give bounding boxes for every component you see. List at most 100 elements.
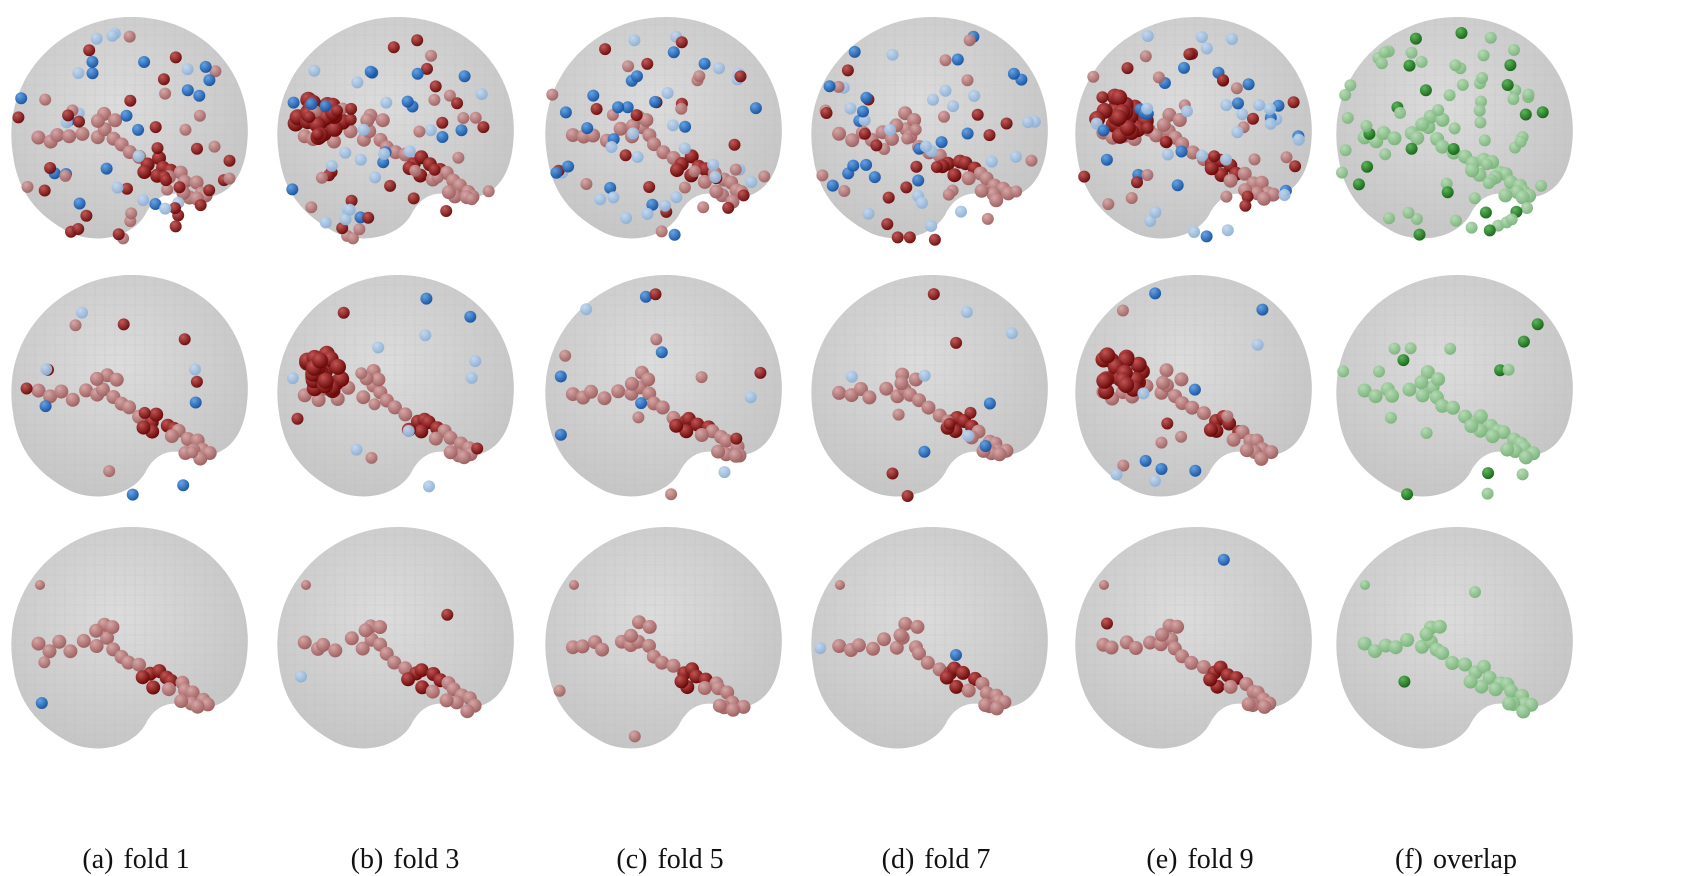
overlap-voxel <box>1361 160 1374 173</box>
positive-voxel <box>409 164 422 177</box>
brain-texture <box>11 16 248 239</box>
overlap-voxel <box>1469 586 1481 598</box>
negative-voxel <box>1155 463 1168 475</box>
positive-voxel <box>401 672 416 687</box>
positive-voxel-light <box>316 637 331 652</box>
positive-voxel <box>346 232 359 245</box>
positive-voxel <box>465 193 478 206</box>
positive-voxel-light <box>1170 619 1185 634</box>
positive-voxel-light <box>190 699 205 714</box>
positive-voxel <box>728 138 741 151</box>
overlap-voxel <box>1357 383 1372 398</box>
negative-voxel <box>580 303 593 316</box>
overlap-voxel <box>1413 228 1426 241</box>
overlap-voxel <box>1516 704 1531 719</box>
negative-voxel <box>1178 61 1190 74</box>
positive-voxel-light <box>95 382 110 397</box>
negative-voxel <box>860 91 873 104</box>
positive-voxel-light <box>712 698 727 713</box>
negative-voxel <box>1196 149 1208 162</box>
overlap-voxel <box>1397 354 1410 367</box>
positive-voxel-light <box>122 400 137 415</box>
positive-voxel-light <box>62 129 77 144</box>
negative-voxel <box>655 346 668 359</box>
brain-texture <box>811 16 1048 239</box>
negative-voxel <box>1264 117 1277 130</box>
positive-voxel <box>157 73 170 86</box>
positive-voxel-light <box>89 623 104 638</box>
positive-voxel <box>407 192 420 205</box>
panel-5-row-2 <box>1075 274 1312 497</box>
positive-voxel-light <box>1196 660 1211 674</box>
positive-voxel-light <box>694 428 709 442</box>
positive-voxel-light <box>851 638 866 653</box>
overlap-voxel <box>1415 55 1428 68</box>
overlap-voxel <box>1404 342 1417 355</box>
panel-6-row-3 <box>1336 526 1573 749</box>
positive-voxel <box>900 181 913 194</box>
panel-6-row-2 <box>1336 274 1573 501</box>
positive-voxel <box>641 57 654 70</box>
negative-voxel <box>339 146 352 159</box>
positive-voxel <box>457 112 470 124</box>
negative-voxel <box>1022 116 1035 129</box>
overlap-voxel <box>1444 342 1457 355</box>
negative-voxel <box>554 428 567 441</box>
overlap-voxel <box>1339 144 1352 157</box>
positive-voxel-light <box>898 616 913 631</box>
positive-voxel-light <box>642 638 656 653</box>
negative-voxel <box>1220 153 1232 166</box>
positive-voxel <box>135 670 150 685</box>
positive-voxel <box>138 406 151 419</box>
positive-voxel <box>1141 121 1154 134</box>
negative-voxel <box>319 100 332 113</box>
positive-voxel <box>1101 617 1113 630</box>
negative-voxel <box>631 70 643 83</box>
overlap-voxel <box>1368 644 1382 659</box>
negative-voxel <box>667 119 679 132</box>
positive-voxel <box>452 151 465 164</box>
caption-6: (f) overlap <box>1395 844 1517 876</box>
positive-voxel-light <box>656 145 671 160</box>
overlap-voxel <box>1498 188 1513 203</box>
positive-voxel <box>169 202 181 215</box>
positive-voxel <box>428 93 441 106</box>
overlap-voxel <box>1479 206 1492 219</box>
positive-voxel <box>355 367 368 380</box>
positive-voxel-light <box>989 701 1004 716</box>
negative-voxel <box>380 96 393 109</box>
positive-voxel-light <box>912 393 926 408</box>
overlap-voxel <box>1375 57 1388 70</box>
negative-voxel <box>1226 33 1238 45</box>
negative-voxel <box>1253 99 1266 112</box>
negative-voxel <box>1217 553 1230 566</box>
negative-voxel <box>604 181 617 194</box>
positive-voxel-light <box>355 641 370 656</box>
positive-voxel <box>1078 170 1091 183</box>
positive-voxel <box>1111 89 1128 106</box>
overlap-voxel <box>1432 619 1447 634</box>
negative-voxel <box>562 160 575 173</box>
positive-voxel <box>1000 117 1013 130</box>
positive-voxel-light <box>641 372 656 387</box>
negative-voxel <box>605 141 618 153</box>
overlap-voxel <box>1488 682 1503 697</box>
positive-voxel <box>1241 190 1254 203</box>
negative-voxel <box>189 363 201 376</box>
negative-voxel <box>1189 464 1202 477</box>
overlap-voxel <box>1431 372 1446 387</box>
caption-2: (b) fold 3 <box>351 844 460 876</box>
positive-voxel <box>838 185 851 197</box>
positive-voxel-light <box>893 628 908 643</box>
negative-voxel <box>357 123 370 136</box>
negative-voxel <box>698 57 711 70</box>
negative-voxel <box>465 371 478 384</box>
negative-voxel <box>627 127 639 140</box>
positive-voxel-light <box>597 391 612 406</box>
negative-voxel <box>1171 179 1184 192</box>
positive-voxel-light <box>632 615 646 630</box>
overlap-voxel <box>1456 78 1469 91</box>
negative-voxel <box>464 310 477 323</box>
negative-voxel <box>86 67 99 80</box>
positive-voxel-light <box>1257 699 1272 714</box>
